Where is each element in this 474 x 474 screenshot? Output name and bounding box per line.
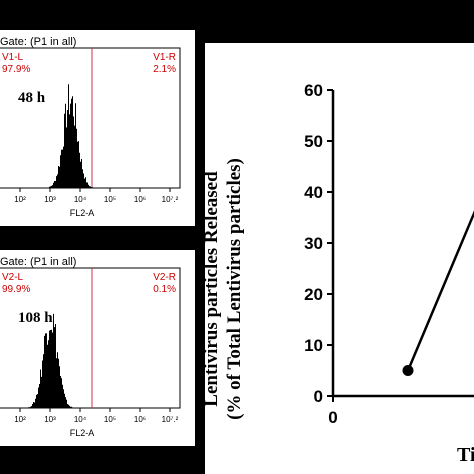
- right-region-percent: 2.1%: [153, 64, 176, 75]
- flow-plot-svg: V1-L97.9% V1-R2.1% 48 h 10² 10³ 10⁴ 10⁵ 10⁶ 10⁷.…: [0, 47, 181, 218]
- x-tick-label: 10²: [14, 195, 26, 204]
- y-tick-label: 60: [304, 81, 323, 100]
- x-tick-label: 10⁴: [74, 195, 87, 204]
- right-region-name: V1-R: [153, 52, 176, 63]
- x-tick-label: 10³: [44, 415, 56, 424]
- x-tick-label: 10⁷.²: [162, 195, 179, 204]
- right-region-name: V2-R: [153, 272, 176, 283]
- x-axis-title: Ti: [457, 444, 474, 466]
- x-tick-label: 10³: [44, 195, 56, 204]
- x-tick-label: 10²: [14, 415, 26, 424]
- flow-histogram-48h: Gate: (P1 in all) V1-L 97.9% V1-R 2.1% 48 h 1…: [0, 30, 195, 226]
- gate-label: Gate: (P1 in all): [0, 36, 77, 48]
- y-tick-label: 0: [314, 387, 323, 406]
- flow-plot-svg: V2-L99.9% V2-R0.1% 108 h 10² 10³ 10⁴ 10⁵ 10⁶ 10⁷…: [0, 267, 181, 438]
- timepoint-label: 108 h: [18, 310, 53, 326]
- x-tick-label: 10⁶: [134, 415, 146, 424]
- flow-histogram-108h: Gate: (P1 in all) V2-L 99.9% V2-R 0.1% 108 h…: [0, 250, 195, 446]
- data-point: [402, 365, 414, 376]
- left-region-name: V1-L: [2, 52, 24, 63]
- event-histogram: [42, 84, 99, 188]
- y-tick-label: 20: [304, 285, 323, 304]
- x-tick-label: 10⁴: [74, 415, 87, 424]
- x-tick-label: 10⁶: [134, 195, 146, 204]
- plot-frame: [0, 267, 181, 409]
- x-tick-label: 10⁵: [104, 195, 116, 204]
- y-tick-label: 10: [304, 336, 323, 355]
- left-region-name: V2-L: [2, 272, 24, 283]
- series-line: [406, 210, 474, 371]
- x-axis-title: FL2-A: [70, 428, 95, 438]
- x-tick-label: 10⁷.²: [162, 415, 179, 424]
- x-tick-label: 0: [328, 408, 337, 427]
- event-histogram: [22, 313, 79, 408]
- y-tick-label: 50: [304, 132, 323, 151]
- release-line-chart: Lentivirus particles Released (% of Tota…: [201, 43, 474, 474]
- gate-label: Gate: (P1 in all): [0, 256, 77, 268]
- left-region-percent: 97.9%: [2, 64, 30, 75]
- y-tick-label: 30: [304, 234, 323, 253]
- timepoint-label: 48 h: [18, 90, 46, 106]
- left-region-percent: 99.9%: [2, 284, 30, 295]
- x-tick-label: 10⁵: [104, 415, 116, 424]
- y-tick-label: 40: [304, 183, 323, 202]
- line-chart-svg: 010203040506002448Ti: [304, 81, 474, 466]
- right-region-percent: 0.1%: [153, 284, 176, 295]
- x-axis-title: FL2-A: [70, 208, 95, 218]
